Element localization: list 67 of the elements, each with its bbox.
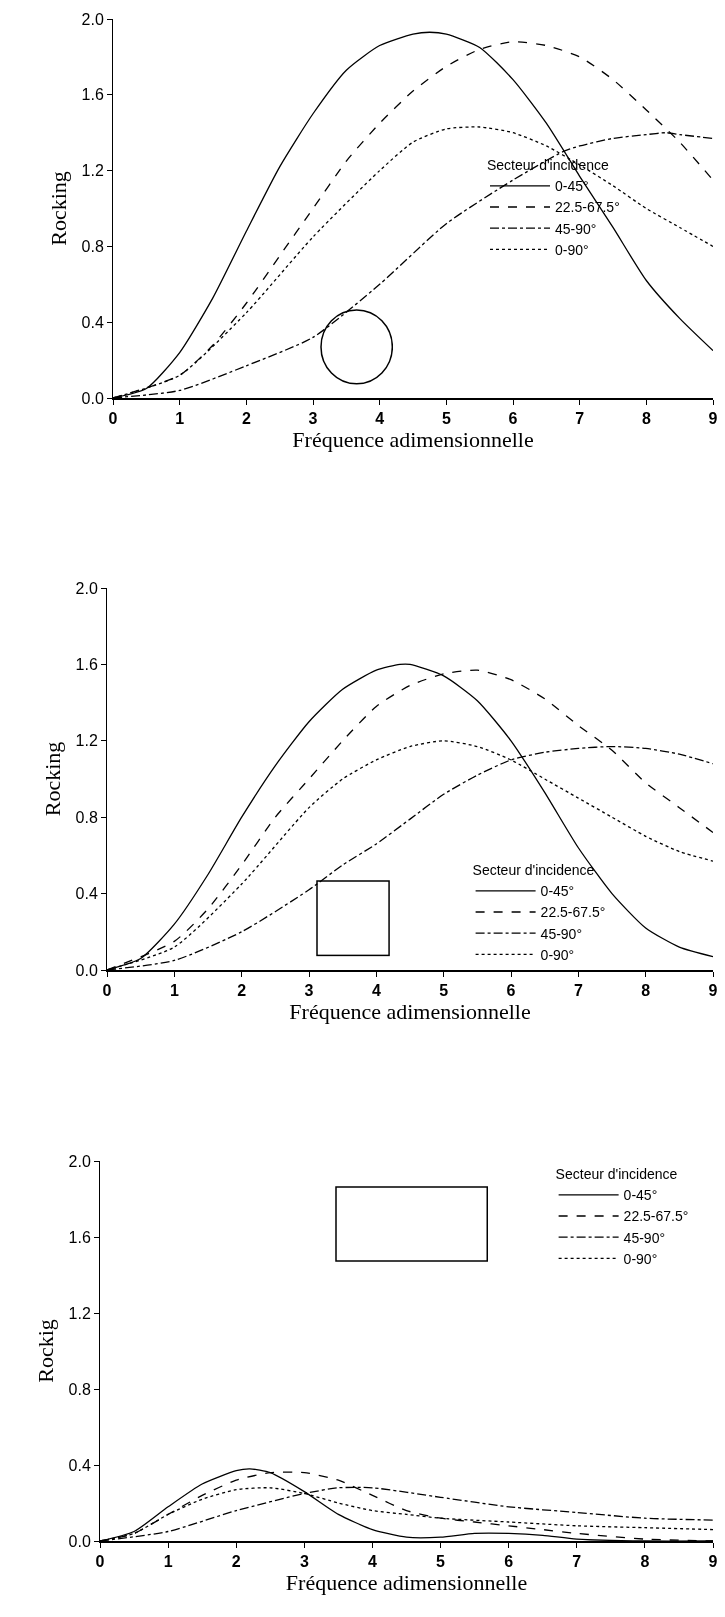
y-tick-label: 1.6	[81, 86, 104, 104]
y-tick-label: 2.0	[81, 10, 104, 28]
y-tick-label: 0.0	[81, 389, 104, 407]
legend-label: 22.5-67.5°	[540, 904, 606, 921]
x-tick-label: 6	[504, 1552, 514, 1570]
legend-label: 45-90°	[623, 1229, 666, 1246]
x-tick-label: 0	[108, 409, 118, 427]
x-axis-title: Fréquence adimensionnelle	[292, 426, 534, 452]
y-tick-label: 0.4	[81, 313, 104, 331]
x-tick-label: 7	[573, 981, 583, 999]
legend-title: Secteur d'incidence	[555, 1166, 678, 1183]
x-tick-label: 0	[102, 981, 112, 999]
y-tick-label: 0.8	[68, 1380, 91, 1398]
x-tick-label: 9	[708, 981, 718, 999]
x-tick-label: 2	[241, 409, 251, 427]
x-tick-label: 7	[572, 1552, 582, 1570]
x-tick-label: 9	[708, 409, 718, 427]
x-tick-label: 1	[175, 409, 185, 427]
legend-label: 0-45°	[555, 178, 589, 195]
x-tick-label: 6	[506, 981, 516, 999]
legend-label: 0-45°	[540, 883, 575, 900]
y-tick-label: 1.2	[68, 1304, 91, 1322]
y-axis-title: Rockig	[33, 1319, 59, 1383]
legend-label: 0-90°	[540, 946, 575, 963]
x-tick-label: 5	[439, 981, 449, 999]
legend-label: 22.5-67.5°	[623, 1208, 689, 1225]
x-axis-title: Fréquence adimensionnelle	[289, 998, 531, 1024]
x-tick-label: 8	[640, 1552, 650, 1570]
y-tick-label: 0.8	[75, 808, 98, 826]
y-tick-label: 2.0	[75, 579, 98, 597]
x-tick-label: 1	[169, 981, 179, 999]
x-tick-label: 8	[641, 409, 651, 427]
legend-title: Secteur d'incidence	[472, 862, 595, 879]
legend-label: 0-90°	[555, 241, 589, 258]
x-tick-label: 2	[231, 1552, 241, 1570]
y-tick-label: 1.6	[75, 656, 98, 673]
x-tick-label: 7	[575, 409, 585, 427]
x-tick-label: 6	[508, 409, 518, 427]
x-tick-label: 5	[441, 409, 451, 427]
y-tick-label: 2.0	[68, 1152, 91, 1170]
y-axis-title: Rocking	[46, 171, 72, 246]
y-tick-label: 1.2	[81, 162, 104, 180]
x-tick-label: 1	[163, 1552, 173, 1570]
y-tick-label: 1.6	[68, 1228, 91, 1246]
legend-label: 0-90°	[623, 1250, 658, 1267]
legend-label: 0-45°	[623, 1187, 658, 1204]
x-tick-label: 4	[367, 1552, 377, 1570]
x-tick-label: 0	[95, 1552, 105, 1570]
x-tick-label: 9	[708, 1552, 718, 1570]
x-tick-label: 8	[641, 981, 651, 999]
y-axis-title: Rocking	[40, 741, 66, 817]
y-tick-label: 0.8	[81, 238, 104, 255]
x-axis-title: Fréquence adimensionnelle	[285, 1569, 528, 1595]
legend-label: 45-90°	[555, 220, 597, 237]
y-tick-label: 0.0	[68, 1532, 91, 1550]
x-tick-label: 3	[299, 1552, 309, 1570]
y-tick-label: 1.2	[75, 732, 98, 750]
x-tick-label: 5	[436, 1552, 446, 1570]
x-tick-label: 4	[375, 409, 385, 427]
y-tick-label: 0.4	[68, 1456, 91, 1474]
x-tick-label: 4	[371, 981, 381, 999]
y-tick-label: 0.0	[75, 961, 98, 979]
x-tick-label: 3	[304, 981, 314, 999]
legend-label: 45-90°	[540, 925, 583, 942]
x-tick-label: 2	[237, 981, 247, 999]
x-tick-label: 3	[308, 409, 318, 427]
y-tick-label: 0.4	[75, 885, 98, 903]
